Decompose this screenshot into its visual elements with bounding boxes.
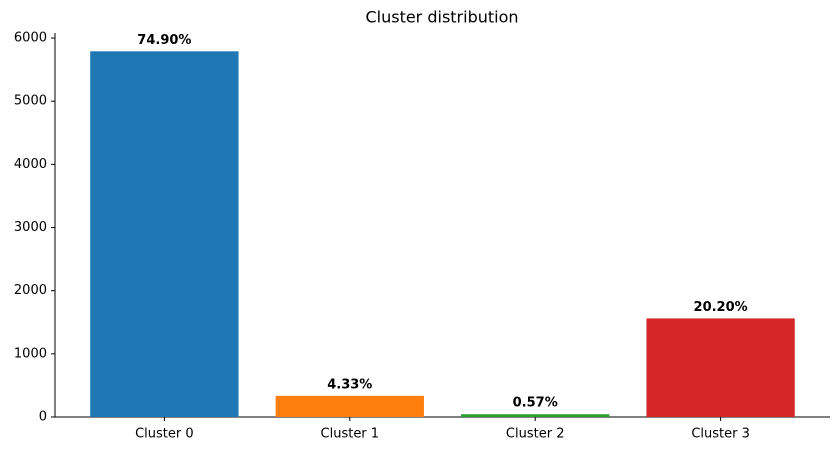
y-tick-label: 6000 xyxy=(14,31,47,46)
x-tick-label: Cluster 3 xyxy=(691,427,750,442)
data-label: 0.57% xyxy=(513,396,558,411)
y-tick-label: 0 xyxy=(39,410,47,425)
data-label: 74.90% xyxy=(137,33,191,48)
bar xyxy=(275,395,424,417)
bar xyxy=(646,318,795,417)
chart-title: Cluster distribution xyxy=(365,8,518,27)
x-tick-label: Cluster 0 xyxy=(135,427,194,442)
data-label: 4.33% xyxy=(327,377,372,392)
data-label: 20.20% xyxy=(694,300,748,315)
y-tick-label: 3000 xyxy=(14,220,47,235)
bar xyxy=(461,414,610,417)
y-tick-label: 1000 xyxy=(14,346,47,361)
x-tick-label: Cluster 2 xyxy=(506,427,565,442)
y-tick-label: 2000 xyxy=(14,283,47,298)
x-tick-label: Cluster 1 xyxy=(321,427,380,442)
y-tick-label: 5000 xyxy=(14,94,47,109)
bar xyxy=(90,51,239,417)
y-tick-label: 4000 xyxy=(14,157,47,172)
